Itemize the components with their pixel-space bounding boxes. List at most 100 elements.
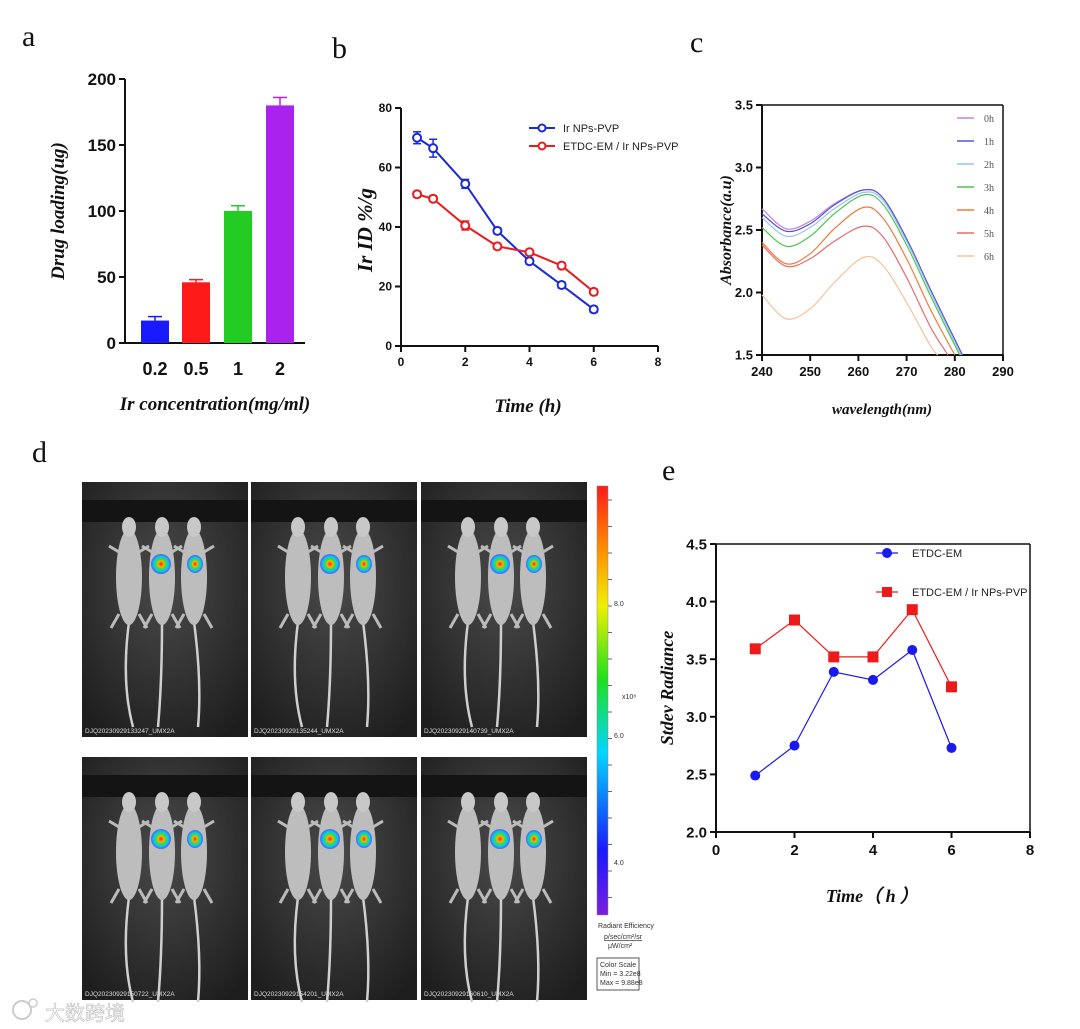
mouse-leg <box>202 613 214 629</box>
mouse-leg <box>512 819 524 829</box>
mouse-leg <box>448 613 460 629</box>
legend-label: ETDC-EM / Ir NPs-PVP <box>563 141 679 153</box>
data-point <box>556 280 567 291</box>
chart-absorbance: 1.5 2.0 2.5 3.0 3.5 240 250 260 270 280 290 0h 1h 2h 3… <box>735 98 1014 379</box>
mouse-tail <box>361 896 370 1003</box>
mouse-tail <box>531 896 540 1003</box>
series-line-3h <box>761 193 961 356</box>
chart-ir-id: 0 20 40 60 80 0 2 4 6 8 Ir NPs-PVP ETDC-EM / Ir NPs… <box>379 101 679 369</box>
mouse-leg <box>371 888 383 904</box>
legend-marker <box>537 141 547 151</box>
imaging-panel: DJQ20230929133247_UMX2A DJQ20230929135244… <box>82 482 624 1003</box>
x-tick-label: 290 <box>992 364 1014 379</box>
fluorescence-spot <box>151 829 171 849</box>
data-point <box>492 225 503 236</box>
series-line-etdc-em-ir-nps-pvp <box>416 193 595 293</box>
data-point <box>946 742 957 753</box>
mouse-head <box>155 517 169 537</box>
legend-label: 2h <box>984 160 994 171</box>
y-tick-label: 4.5 <box>686 536 707 553</box>
data-point <box>524 247 535 258</box>
mouse-body <box>285 804 311 900</box>
x-tick-label: 2 <box>462 355 469 369</box>
tile-caption: DJQ20230929150722_UMX2A <box>85 991 175 998</box>
b-xlabel: Time (h) <box>494 396 561 417</box>
mouse-tail <box>531 621 540 728</box>
y-tick-label: 20 <box>379 280 393 294</box>
tile-caption: DJQ20230929140739_UMX2A <box>424 728 514 735</box>
mouse-head <box>494 517 508 537</box>
fluorescence-spot <box>356 830 372 848</box>
mouse-head <box>155 792 169 812</box>
data-point <box>460 178 471 189</box>
mouse-leg <box>343 613 355 629</box>
mouse-leg <box>277 819 289 829</box>
imaging-tile: DJQ20230929160610_UMX2A <box>421 757 587 1003</box>
mouse-tail <box>124 621 135 728</box>
e-xlabel: Time（ h ） <box>826 886 918 906</box>
mouse-body <box>520 529 546 625</box>
series-line-etdc-em-ir-nps-pvp <box>754 608 953 688</box>
mouse-head <box>461 517 475 537</box>
mouse-leg <box>513 888 525 904</box>
legend-label: 0h <box>984 114 994 125</box>
y-tick-label: 2.5 <box>735 223 753 238</box>
data-point <box>828 651 840 663</box>
mouse-body <box>455 529 481 625</box>
mouse-leg <box>541 888 553 904</box>
mouse-tail <box>495 621 503 728</box>
imaging-tile: DJQ20230929150722_UMX2A <box>82 757 248 1003</box>
colorbar-units-num: p/sec/cm²/sr <box>604 934 643 941</box>
mouse-head <box>356 517 370 537</box>
y-tick-label: 0 <box>107 334 116 353</box>
a-xlabel: Ir concentration(mg/ml) <box>119 394 311 415</box>
color-scale-max: Max = 9.88e8 <box>600 980 643 987</box>
x-tick-label: 0 <box>398 355 405 369</box>
colorbar <box>596 485 609 916</box>
mouse-body <box>318 804 344 900</box>
tile-caption: DJQ20230929133247_UMX2A <box>85 728 175 735</box>
data-point <box>907 644 918 655</box>
bar <box>224 211 252 343</box>
fluorescence-spot <box>490 829 510 849</box>
bar <box>182 282 210 343</box>
mouse-tail <box>361 621 370 728</box>
watermark-logo-icon <box>12 998 38 1020</box>
mouse-body <box>520 804 546 900</box>
mouse-leg <box>342 544 354 554</box>
bar <box>141 320 169 343</box>
fluorescence-spot <box>320 554 340 574</box>
tray-edge <box>251 775 417 797</box>
y-tick-label: 2.0 <box>735 285 753 300</box>
mouse-head <box>291 792 305 812</box>
y-tick-label: 0 <box>385 339 392 353</box>
mouse-leg <box>277 544 289 554</box>
mouse-tail <box>325 896 333 1003</box>
fluorescence-spot <box>320 829 340 849</box>
mouse-leg <box>203 544 215 554</box>
mouse-head <box>122 517 136 537</box>
legend-label: 6h <box>984 252 994 263</box>
fluorescence-spot <box>526 555 542 573</box>
mouse-leg <box>343 888 355 904</box>
legend-label: 4h <box>984 206 994 217</box>
mouse-leg <box>310 544 322 554</box>
y-tick-label: 1.5 <box>735 348 753 363</box>
fluorescence-spot <box>187 830 203 848</box>
legend-marker <box>537 123 547 133</box>
mouse-leg <box>448 888 460 904</box>
mouse-head <box>122 792 136 812</box>
mouse-leg <box>447 819 459 829</box>
data-point <box>867 651 879 663</box>
y-tick-label: 60 <box>379 161 393 175</box>
data-point <box>749 643 761 655</box>
mouse-head <box>324 792 338 812</box>
legend-label: ETDC-EM / Ir NPs-PVP <box>912 587 1028 599</box>
data-point <box>946 681 957 693</box>
series-line-ir-nps-pvp <box>416 136 595 311</box>
mouse-leg <box>342 819 354 829</box>
data-point <box>906 604 918 616</box>
imaging-tile: DJQ20230929135244_UMX2A <box>251 482 417 737</box>
legend-label: 5h <box>984 229 994 240</box>
mouse-tail <box>495 896 503 1003</box>
